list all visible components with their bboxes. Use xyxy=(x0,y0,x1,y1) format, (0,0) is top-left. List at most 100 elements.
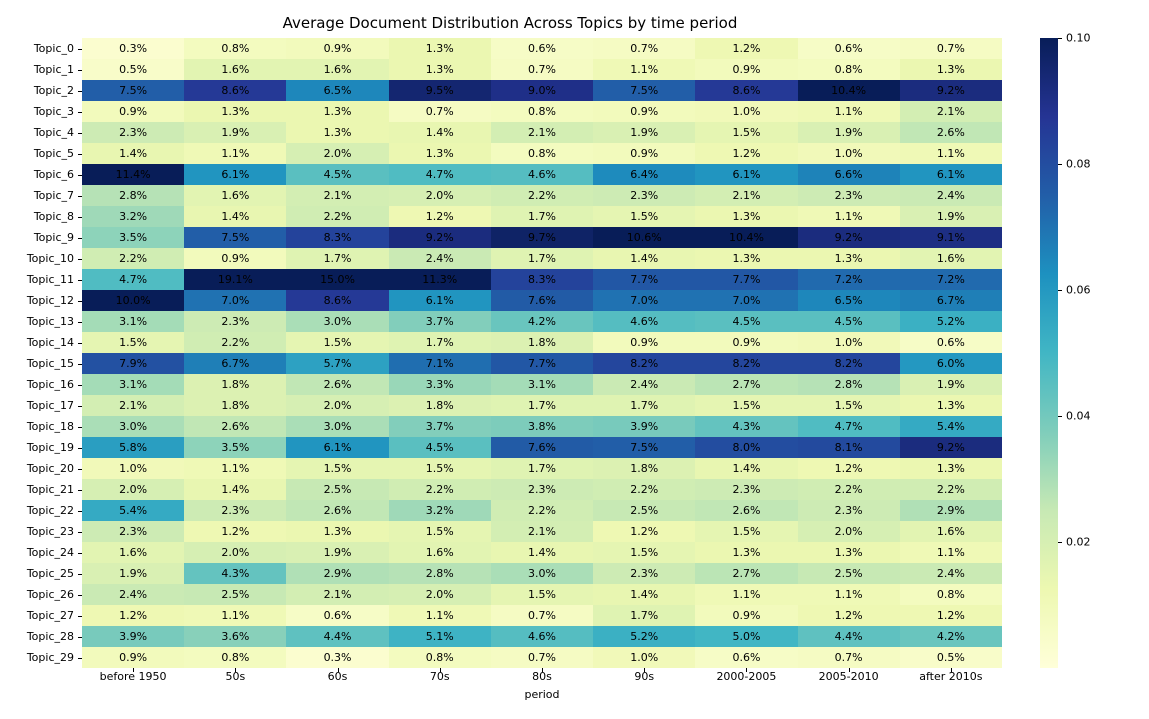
heatmap-cell: 0.9% xyxy=(593,332,695,353)
heatmap-cell: 1.2% xyxy=(695,38,797,59)
heatmap-cell: 10.0% xyxy=(82,290,184,311)
heatmap-cell: 1.7% xyxy=(593,395,695,416)
x-axis-title: period xyxy=(82,688,1002,701)
heatmap-cell: 8.1% xyxy=(798,437,900,458)
heatmap-cell: 0.6% xyxy=(491,38,593,59)
heatmap-cell: 2.0% xyxy=(184,542,286,563)
heatmap-cell: 2.0% xyxy=(286,395,388,416)
y-tick-label: Topic_0 xyxy=(10,38,78,59)
heatmap-cell: 1.3% xyxy=(184,101,286,122)
heatmap-grid: 0.3%0.8%0.9%1.3%0.6%0.7%1.2%0.6%0.7%0.5%… xyxy=(82,38,1002,668)
heatmap-cell: 5.2% xyxy=(900,311,1002,332)
heatmap-cell: 1.8% xyxy=(184,395,286,416)
heatmap-cell: 2.1% xyxy=(491,122,593,143)
heatmap-cell: 2.2% xyxy=(389,479,491,500)
heatmap-cell: 1.5% xyxy=(695,122,797,143)
heatmap-cell: 2.3% xyxy=(184,311,286,332)
y-tick-label: Topic_27 xyxy=(10,605,78,626)
heatmap-cell: 8.6% xyxy=(286,290,388,311)
heatmap-cell: 1.2% xyxy=(82,605,184,626)
heatmap-cell: 1.9% xyxy=(82,563,184,584)
heatmap-cell: 1.8% xyxy=(184,374,286,395)
heatmap-cell: 3.1% xyxy=(82,374,184,395)
heatmap-cell: 7.7% xyxy=(593,269,695,290)
heatmap-cell: 0.8% xyxy=(184,38,286,59)
heatmap-cell: 2.9% xyxy=(286,563,388,584)
heatmap-cell: 1.3% xyxy=(389,143,491,164)
heatmap-cell: 1.3% xyxy=(389,38,491,59)
heatmap-cell: 1.8% xyxy=(491,332,593,353)
heatmap-cell: 1.3% xyxy=(286,101,388,122)
heatmap-cell: 8.3% xyxy=(286,227,388,248)
heatmap-cell: 4.2% xyxy=(491,311,593,332)
heatmap-cell: 1.3% xyxy=(900,458,1002,479)
heatmap-cell: 4.7% xyxy=(389,164,491,185)
heatmap-cell: 1.4% xyxy=(491,542,593,563)
heatmap-cell: 0.7% xyxy=(491,647,593,668)
heatmap-cell: 1.9% xyxy=(900,374,1002,395)
heatmap-cell: 8.2% xyxy=(798,353,900,374)
heatmap-cell: 7.5% xyxy=(82,80,184,101)
heatmap-cell: 2.1% xyxy=(82,395,184,416)
heatmap-cell: 2.9% xyxy=(900,500,1002,521)
heatmap-cell: 7.7% xyxy=(491,353,593,374)
heatmap-cell: 1.3% xyxy=(900,395,1002,416)
heatmap-cell: 6.5% xyxy=(286,80,388,101)
heatmap-cell: 7.9% xyxy=(82,353,184,374)
heatmap-cell: 1.6% xyxy=(900,248,1002,269)
heatmap-cell: 1.6% xyxy=(184,59,286,80)
heatmap-cell: 2.2% xyxy=(184,332,286,353)
heatmap-cell: 1.0% xyxy=(593,647,695,668)
heatmap-cell: 9.5% xyxy=(389,80,491,101)
heatmap-cell: 1.0% xyxy=(798,332,900,353)
y-tick-label: Topic_8 xyxy=(10,206,78,227)
heatmap-cell: 2.4% xyxy=(900,185,1002,206)
y-tick-label: Topic_16 xyxy=(10,374,78,395)
heatmap-cell: 1.5% xyxy=(286,332,388,353)
x-tick-label: 2005-2010 xyxy=(798,670,900,688)
heatmap-cell: 2.5% xyxy=(798,563,900,584)
heatmap-cell: 3.3% xyxy=(389,374,491,395)
heatmap-cell: 2.2% xyxy=(491,185,593,206)
heatmap-cell: 1.1% xyxy=(798,101,900,122)
heatmap-cell: 3.2% xyxy=(82,206,184,227)
heatmap-cell: 2.0% xyxy=(82,479,184,500)
y-tick-label: Topic_21 xyxy=(10,479,78,500)
heatmap-cell: 2.6% xyxy=(184,416,286,437)
heatmap-cell: 1.5% xyxy=(695,521,797,542)
heatmap-cell: 2.2% xyxy=(900,479,1002,500)
heatmap-cell: 2.1% xyxy=(695,185,797,206)
heatmap-cell: 4.4% xyxy=(286,626,388,647)
heatmap-figure: Average Document Distribution Across Top… xyxy=(10,10,1149,709)
heatmap-cell: 1.2% xyxy=(593,521,695,542)
y-tick-label: Topic_11 xyxy=(10,269,78,290)
heatmap-cell: 1.5% xyxy=(798,395,900,416)
y-tick-label: Topic_18 xyxy=(10,416,78,437)
heatmap-cell: 0.9% xyxy=(695,605,797,626)
heatmap-cell: 1.7% xyxy=(593,605,695,626)
heatmap-cell: 1.3% xyxy=(286,122,388,143)
heatmap-cell: 0.5% xyxy=(900,647,1002,668)
heatmap-cell: 1.3% xyxy=(798,542,900,563)
heatmap-cell: 7.5% xyxy=(593,80,695,101)
y-tick-label: Topic_23 xyxy=(10,521,78,542)
heatmap-cell: 6.1% xyxy=(286,437,388,458)
heatmap-cell: 2.7% xyxy=(695,563,797,584)
heatmap-cell: 1.3% xyxy=(389,59,491,80)
heatmap-cell: 0.7% xyxy=(491,59,593,80)
heatmap-cell: 1.7% xyxy=(389,332,491,353)
heatmap-cell: 8.6% xyxy=(184,80,286,101)
heatmap-cell: 1.1% xyxy=(798,584,900,605)
heatmap-cell: 10.4% xyxy=(695,227,797,248)
y-tick-label: Topic_17 xyxy=(10,395,78,416)
heatmap-cell: 4.6% xyxy=(491,626,593,647)
heatmap-cell: 7.0% xyxy=(593,290,695,311)
heatmap-cell: 0.8% xyxy=(389,647,491,668)
heatmap-cell: 8.2% xyxy=(593,353,695,374)
heatmap-cell: 10.4% xyxy=(798,80,900,101)
heatmap-cell: 7.0% xyxy=(695,290,797,311)
heatmap-cell: 2.5% xyxy=(593,500,695,521)
heatmap-cell: 0.7% xyxy=(593,38,695,59)
y-tick-label: Topic_6 xyxy=(10,164,78,185)
heatmap-cell: 5.0% xyxy=(695,626,797,647)
